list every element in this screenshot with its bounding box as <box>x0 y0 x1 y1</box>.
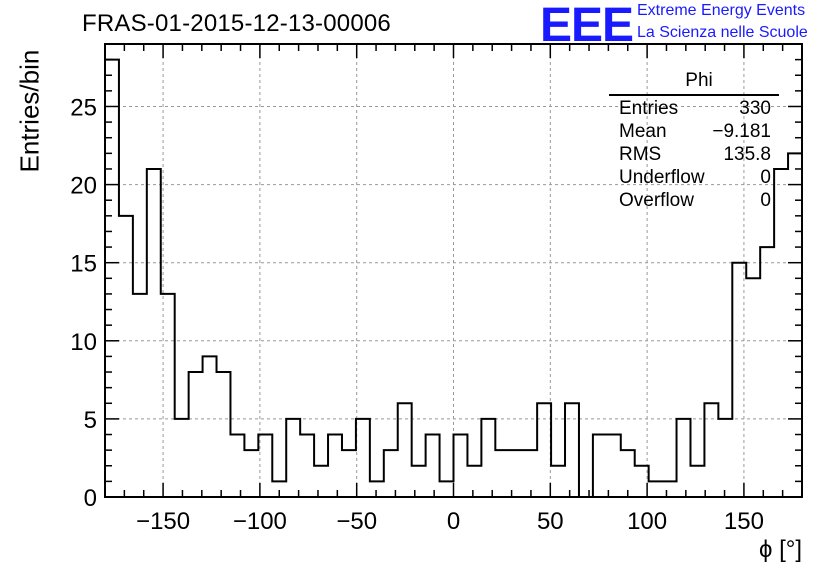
stats-value: 330 <box>739 98 771 119</box>
x-axis-label: ϕ [°] <box>758 536 802 563</box>
y-tick-label: 15 <box>70 251 97 278</box>
histogram-bin <box>760 247 774 497</box>
stats-row-underflow: Underflow 0 <box>609 167 779 190</box>
histogram-bin <box>565 403 579 497</box>
histogram-bin <box>621 450 635 497</box>
histogram-bin <box>412 466 426 497</box>
histogram-bin <box>467 466 481 497</box>
x-tick-label: −100 <box>233 508 287 535</box>
y-tick-label: 0 <box>84 485 97 512</box>
histogram-bin <box>649 481 663 497</box>
histogram-bin <box>426 435 440 497</box>
histogram-bin <box>495 450 509 497</box>
x-tick-label: 100 <box>627 508 667 535</box>
x-tick-label: 0 <box>447 508 460 535</box>
logo-line-2: La Scienza nelle Scuole <box>637 24 808 41</box>
histogram-bin <box>704 403 718 497</box>
histogram-bin <box>551 466 565 497</box>
y-axis-label: Entries/bin <box>14 49 45 173</box>
histogram-bin <box>356 419 370 497</box>
histogram-bin <box>203 356 217 497</box>
stats-row-overflow: Overflow 0 <box>609 190 779 213</box>
stats-label: RMS <box>619 144 662 165</box>
stats-value: 0 <box>760 190 771 211</box>
y-tick-label: 25 <box>70 94 97 121</box>
histogram-bin <box>189 372 203 497</box>
histogram-bin <box>328 435 342 497</box>
histogram-bin <box>286 419 300 497</box>
stats-value: 135.8 <box>723 144 771 165</box>
y-tick-label: 20 <box>70 173 97 200</box>
histogram-bin <box>607 435 621 497</box>
stats-label: Overflow <box>619 190 694 211</box>
histogram-bin <box>161 294 175 497</box>
eee-logo: EEE <box>540 0 634 52</box>
stats-value: 0 <box>760 167 771 188</box>
x-tick-label: 150 <box>724 508 764 535</box>
y-tick-label: 10 <box>70 329 97 356</box>
histogram-outline <box>104 58 803 498</box>
y-tick-label: 5 <box>84 407 97 434</box>
x-tick-label: −150 <box>136 508 190 535</box>
histogram-bin <box>314 466 328 497</box>
stats-box: Phi Entries 330 Mean −9.181 RMS 135.8 Un… <box>609 70 779 213</box>
histogram-bin <box>147 169 161 497</box>
histogram-bin <box>342 450 356 497</box>
x-tick-label: −50 <box>336 508 377 535</box>
histogram-bin <box>300 435 314 497</box>
stats-row-rms: RMS 135.8 <box>609 144 779 167</box>
stats-label: Mean <box>619 121 667 142</box>
histogram-bin <box>244 450 258 497</box>
histogram-bin <box>481 419 495 497</box>
histogram-bin <box>133 294 147 497</box>
stats-row-entries: Entries 330 <box>609 98 779 121</box>
histogram-bin <box>454 435 468 497</box>
stats-row-mean: Mean −9.181 <box>609 121 779 144</box>
histogram-bin <box>732 263 746 497</box>
histogram-bin <box>230 435 244 497</box>
histogram-bin <box>774 169 788 497</box>
histogram-bin <box>537 403 551 497</box>
stats-value: −9.181 <box>712 121 771 142</box>
stats-label: Underflow <box>619 167 705 188</box>
histogram-bin <box>384 450 398 497</box>
stats-name: Phi <box>685 70 713 91</box>
logo-line-1: Extreme Energy Events <box>637 2 806 19</box>
histogram-bin <box>523 450 537 497</box>
histogram-bin <box>217 372 231 497</box>
histogram-bin <box>509 450 523 497</box>
stats-label: Entries <box>619 98 679 119</box>
histogram-bin <box>119 216 133 497</box>
histogram-bin <box>663 481 677 497</box>
histogram-bin <box>690 466 704 497</box>
histogram-bin <box>593 435 607 497</box>
histogram-bin <box>370 481 384 497</box>
histogram-bin <box>677 419 691 497</box>
x-tick-label: 50 <box>537 508 564 535</box>
chart-title: FRAS-01-2015-12-13-00006 <box>82 10 391 37</box>
histogram-bin <box>718 419 732 497</box>
histogram-bin <box>440 481 454 497</box>
histogram-bin <box>175 419 189 497</box>
histogram-bin <box>746 278 760 497</box>
stats-divider <box>609 94 779 96</box>
histogram-bin <box>398 403 412 497</box>
